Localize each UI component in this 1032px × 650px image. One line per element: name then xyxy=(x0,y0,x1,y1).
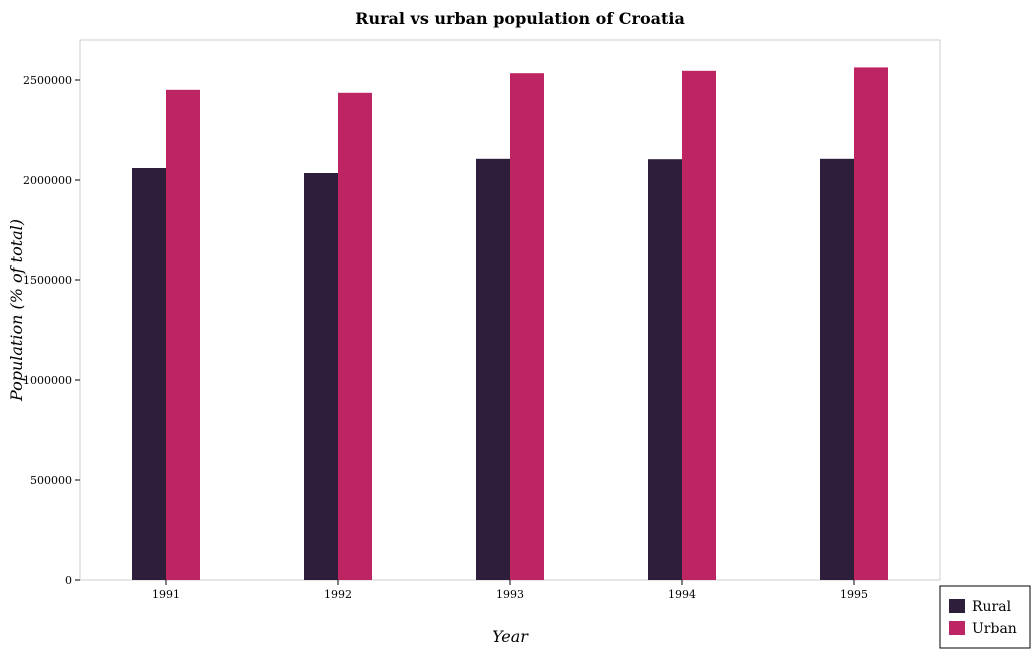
y-tick-label: 1500000 xyxy=(23,274,72,287)
bar-rural-1991 xyxy=(132,168,166,580)
x-tick-label: 1994 xyxy=(668,588,696,601)
bar-rural-1992 xyxy=(304,173,338,580)
y-axis-label: Population (% of total) xyxy=(7,219,26,402)
x-tick-label: 1993 xyxy=(496,588,524,601)
legend-label-rural: Rural xyxy=(972,599,1012,615)
x-tick-label: 1995 xyxy=(840,588,868,601)
legend: Rural Urban xyxy=(939,585,1031,649)
legend-swatch-urban xyxy=(949,621,965,635)
y-tick-label: 500000 xyxy=(30,474,72,487)
y-tick-label: 1000000 xyxy=(23,374,72,387)
legend-label-urban: Urban xyxy=(972,621,1017,637)
legend-swatch-rural xyxy=(949,599,965,613)
y-tick-label: 2000000 xyxy=(23,174,72,187)
bar-urban-1992 xyxy=(338,92,372,581)
x-tick-label: 1991 xyxy=(152,588,180,601)
y-tick-label: 0 xyxy=(65,574,72,587)
legend-box xyxy=(939,585,1031,649)
bar-urban-1994 xyxy=(682,70,716,581)
x-axis-label: Year xyxy=(492,627,529,646)
bar-rural-1994 xyxy=(648,159,682,580)
x-tick-label: 1992 xyxy=(324,588,352,601)
bar-urban-1993 xyxy=(510,73,544,580)
bar-rural-1993 xyxy=(476,158,510,581)
bar-rural-1995 xyxy=(820,158,854,581)
y-tick-label: 2500000 xyxy=(23,74,72,87)
chart-title: Rural vs urban population of Croatia xyxy=(355,9,685,28)
x-axis: 1991 1992 1993 1994 1995 xyxy=(152,580,868,601)
bar-urban-1991 xyxy=(166,89,200,581)
bar-urban-1995 xyxy=(854,67,888,580)
y-axis: 0 500000 1000000 1500000 2000000 2500000 xyxy=(23,74,80,587)
bars xyxy=(132,67,888,581)
